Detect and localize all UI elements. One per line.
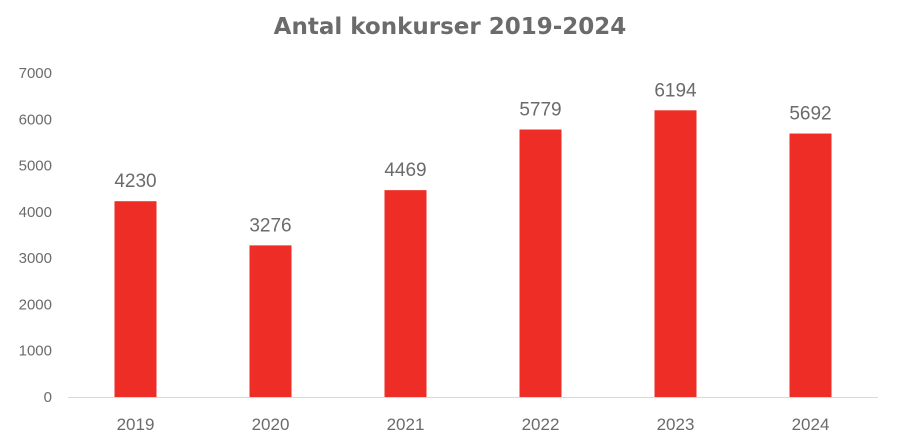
data-label-2019: 4230 [114, 171, 156, 192]
bar-2021 [384, 190, 427, 397]
data-label-2020: 3276 [249, 215, 291, 236]
x-tick-label-2022: 2022 [522, 415, 560, 434]
chart-title: Antal konkurser 2019-2024 [273, 14, 627, 40]
x-tick-label-2021: 2021 [387, 415, 425, 434]
x-tick-label-2019: 2019 [117, 415, 155, 434]
bar-2024 [789, 133, 832, 397]
bar-2020 [249, 245, 292, 397]
y-tick-label: 6000 [19, 111, 52, 128]
x-tick-label-2023: 2023 [657, 415, 695, 434]
bar-2019 [114, 201, 157, 397]
data-label-2021: 4469 [384, 160, 426, 181]
y-tick-label: 5000 [19, 158, 52, 175]
y-tick-label: 1000 [19, 343, 52, 360]
x-tick-label-2024: 2024 [792, 415, 830, 434]
y-tick-label: 0 [44, 389, 52, 406]
data-label-2023: 6194 [654, 80, 697, 101]
data-label-2024: 5692 [789, 104, 831, 125]
x-tick-label-2020: 2020 [252, 415, 290, 434]
data-label-2022: 5779 [519, 100, 561, 121]
y-tick-label: 4000 [19, 204, 52, 221]
bar-2023 [654, 110, 697, 398]
bar-2022 [519, 129, 562, 397]
y-tick-label: 2000 [19, 296, 52, 313]
y-tick-label: 3000 [19, 250, 52, 267]
y-tick-label: 7000 [19, 65, 52, 82]
